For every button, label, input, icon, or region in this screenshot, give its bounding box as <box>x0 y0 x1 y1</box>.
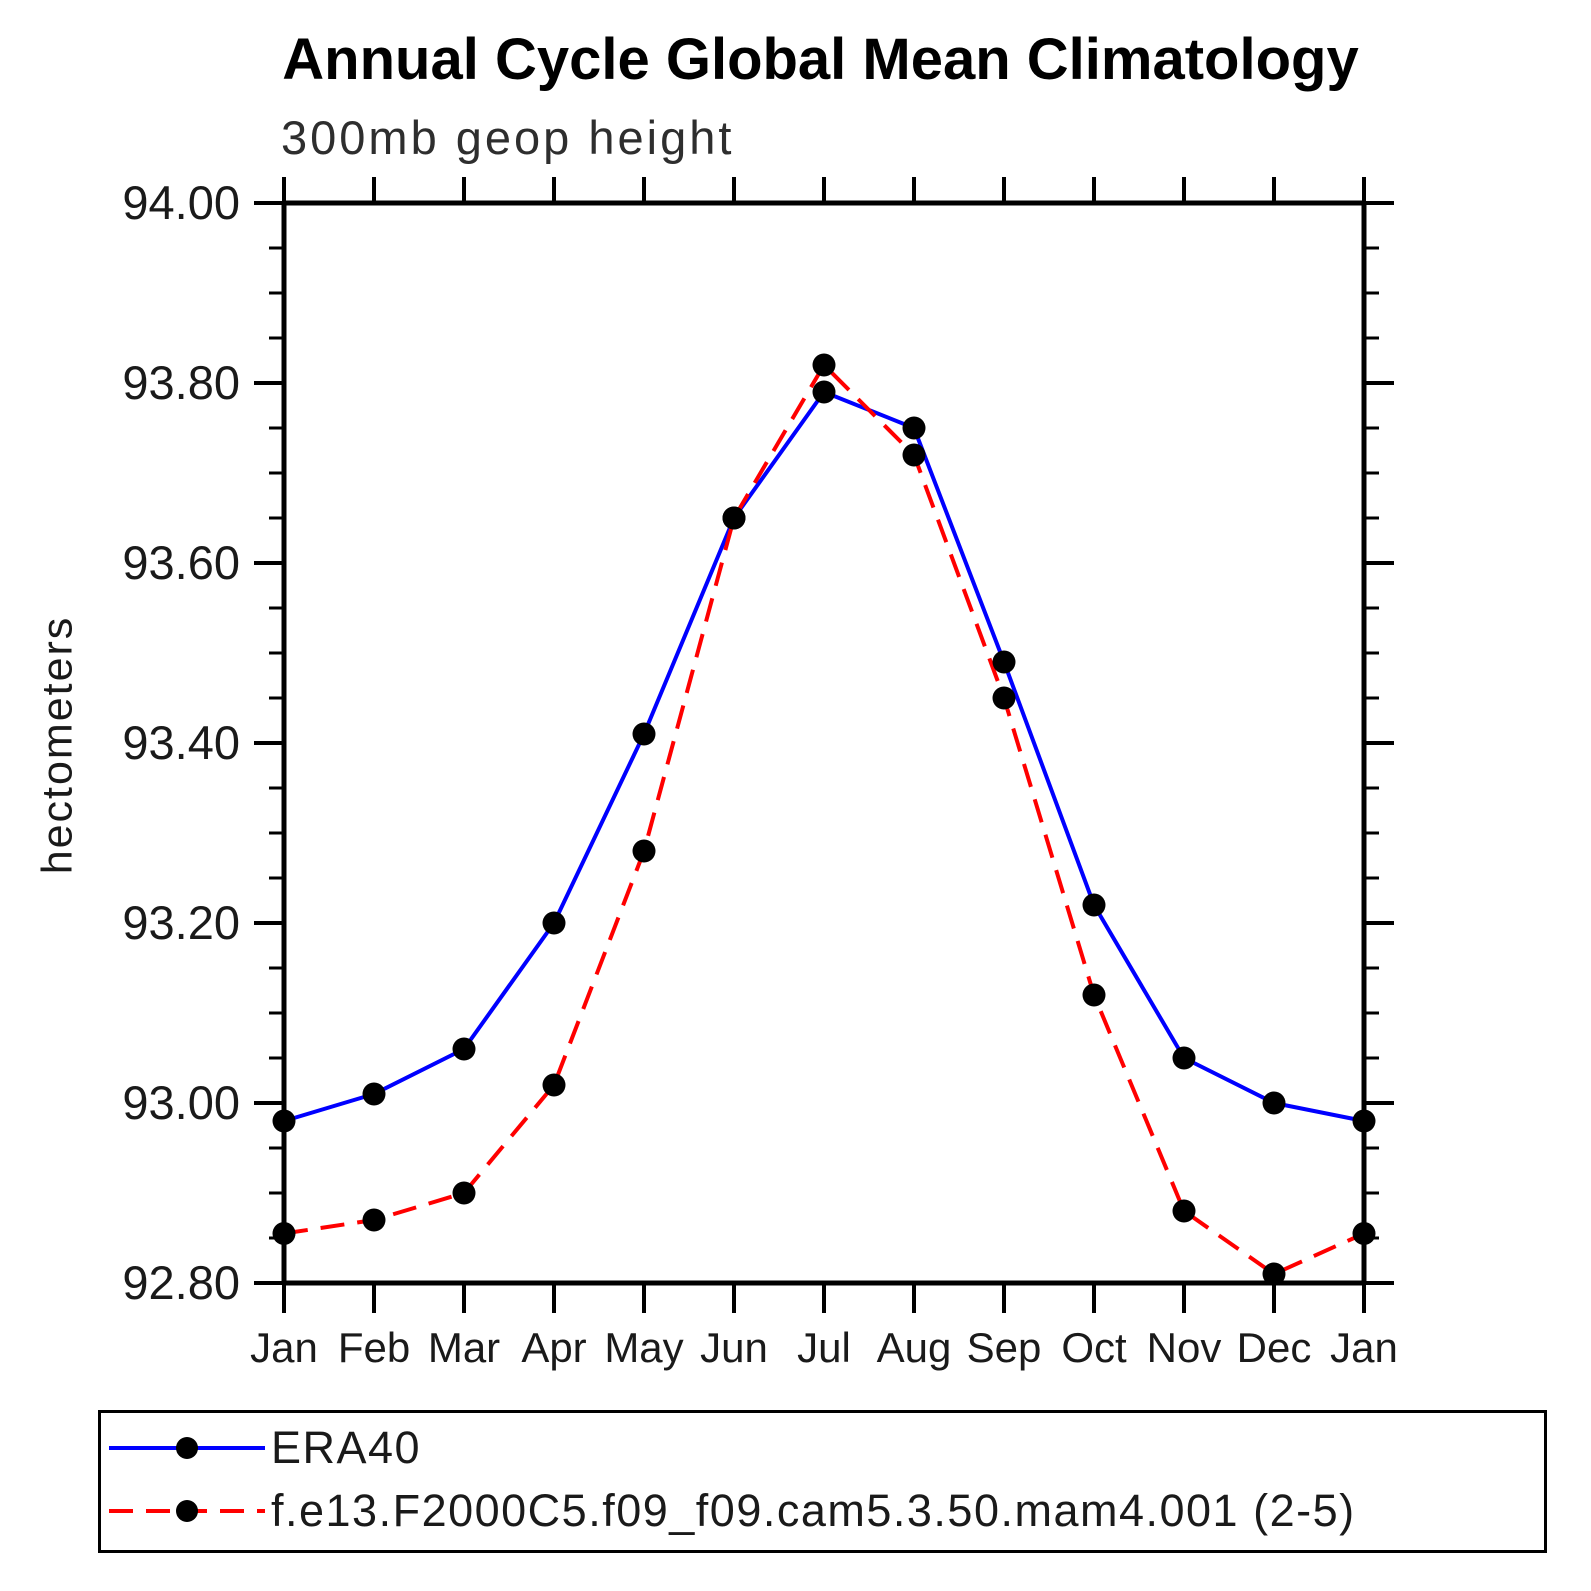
era40-point-marker <box>452 1037 476 1061</box>
legend-label-era40: ERA40 <box>271 1422 422 1474</box>
legend-sample-dashed-line <box>109 1499 265 1522</box>
era40-point-marker <box>1172 1046 1196 1070</box>
era40-point-marker <box>632 722 656 746</box>
model-point-marker <box>452 1181 476 1205</box>
model-point-marker <box>1262 1262 1286 1286</box>
model-point-marker <box>542 1073 566 1097</box>
chart-subtitle: 300mb geop height <box>281 111 735 164</box>
model-line <box>283 363 1365 1276</box>
legend: ERA40 f.e13.F2000C5.f09_f09.cam5.3.50.ma… <box>98 1410 1547 1553</box>
x-tick-label: Mar <box>428 1324 500 1371</box>
model-point-marker <box>1082 983 1106 1007</box>
x-tick-label: Jul <box>797 1324 851 1371</box>
legend-marker-dot <box>176 1437 198 1460</box>
x-tick-label: Apr <box>521 1324 586 1371</box>
y-tick-label: 92.80 <box>122 1256 240 1309</box>
era40-point-marker <box>362 1082 386 1106</box>
x-tick-label: May <box>604 1324 683 1371</box>
x-tick-label: Nov <box>1147 1324 1222 1371</box>
era40-point-marker <box>1352 1109 1376 1133</box>
y-tick-label: 93.20 <box>122 896 240 949</box>
legend-sample-solid-line <box>109 1437 265 1460</box>
x-tick-label: Sep <box>967 1324 1042 1371</box>
y-tick-label: 93.40 <box>122 716 240 769</box>
model-point-marker <box>992 686 1016 710</box>
model-point-marker <box>902 443 926 467</box>
model-point-marker <box>272 1222 296 1245</box>
legend-item-era40: ERA40 <box>101 1417 1544 1479</box>
x-tick-label: Feb <box>338 1324 410 1371</box>
y-tick-label: 94.00 <box>122 176 240 229</box>
y-tick-label: 93.00 <box>122 1076 240 1129</box>
era40-point-marker <box>992 650 1016 674</box>
model-point-marker <box>1172 1199 1196 1223</box>
model-point-marker <box>1352 1222 1376 1245</box>
era40-point-marker <box>1082 893 1106 917</box>
model-point-marker <box>812 353 836 377</box>
x-tick-label: Jun <box>700 1324 768 1371</box>
legend-marker-dot <box>176 1499 198 1522</box>
x-tick-label: Jan <box>1330 1324 1398 1371</box>
y-tick-label: 93.80 <box>122 356 240 409</box>
era40-line <box>283 390 1365 1123</box>
y-tick-label: 93.60 <box>122 536 240 589</box>
legend-label-model: f.e13.F2000C5.f09_f09.cam5.3.50.mam4.001… <box>271 1484 1356 1536</box>
era40-point-marker <box>272 1109 296 1133</box>
era40-point-marker <box>1262 1091 1286 1115</box>
model-point-marker <box>722 506 746 530</box>
x-tick-label: Dec <box>1237 1324 1312 1371</box>
x-tick-label: Jan <box>250 1324 318 1371</box>
model-point-marker <box>362 1208 386 1232</box>
legend-item-model: f.e13.F2000C5.f09_f09.cam5.3.50.mam4.001… <box>101 1480 1544 1542</box>
chart-title: Annual Cycle Global Mean Climatology <box>282 27 1359 92</box>
era40-point-marker <box>902 416 926 440</box>
model-point-marker <box>632 839 656 863</box>
era40-point-marker <box>542 911 566 935</box>
x-tick-label: Aug <box>877 1324 952 1371</box>
x-tick-label: Oct <box>1061 1324 1127 1371</box>
era40-point-marker <box>812 380 836 404</box>
